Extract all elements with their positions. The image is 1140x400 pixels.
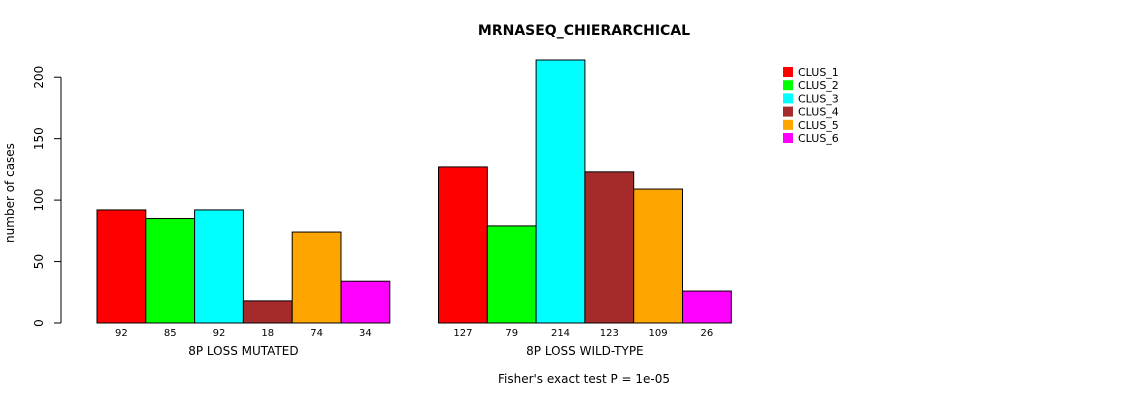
legend-swatch [783,106,793,117]
bar-clus-2-group-1 [145,218,196,324]
y-tick-label: 150 [32,127,46,150]
y-axis: 0 50 100 150 200 [32,66,62,327]
legend-swatch [783,119,793,130]
legend-label: CLUS_5 [798,119,839,132]
bar-value-label: 214 [551,328,570,339]
bar-clus-2-group-2 [486,225,537,324]
bar-clus-1-group-1 [96,209,147,324]
fisher-test-footnote: Fisher's exact test P = 1e-05 [498,372,670,386]
bar-value-label: 85 [164,328,177,339]
bar-value-label: 18 [261,328,274,339]
legend-swatch [783,67,793,77]
bar-clus-3-group-2 [535,59,586,324]
group-labels: 8P LOSS MUTATED 8P LOSS WILD-TYPE [188,344,643,358]
legend-label: CLUS_6 [798,132,839,145]
legend-swatch [783,133,793,143]
bar-value-label: 92 [115,328,128,339]
bar-clus-3-group-1 [194,209,244,324]
bar-clus-4-group-2 [584,171,635,324]
bar-value-label: 109 [649,328,668,339]
bar-clus-4-group-1 [242,300,293,324]
bar-value-label: 123 [600,328,619,339]
bar-value-label: 26 [701,328,714,339]
bar-clus-5-group-2 [633,188,684,324]
y-tick-label: 100 [32,189,46,212]
legend-label: CLUS_4 [798,106,839,119]
legend-swatch [783,93,793,104]
legend-label: CLUS_3 [798,92,839,105]
bar-clus-6-group-1 [340,280,391,324]
bar-value-label: 34 [359,328,372,339]
legend-label: CLUS_1 [798,66,839,79]
group-label: 8P LOSS WILD-TYPE [526,344,643,358]
y-tick-label: 50 [32,254,46,269]
bar-value-labels: 92 85 92 18 74 34 127 79 214 123 109 26 [115,328,713,339]
bar-clus-6-group-2 [682,290,732,324]
bar-clus-5-group-1 [291,231,342,324]
legend-label: CLUS_2 [798,79,839,92]
bar-value-label: 92 [213,328,226,339]
group-label: 8P LOSS MUTATED [188,344,298,358]
bar-clus-1-group-2 [438,166,488,324]
bars [96,59,732,324]
bar-value-label: 74 [310,328,323,339]
y-tick-label: 0 [32,319,46,327]
legend-swatch [783,80,793,91]
chart-title: MRNASEQ_CHIERARCHICAL [478,23,690,39]
bar-value-label: 79 [505,328,518,339]
y-axis-label: number of cases [3,143,17,243]
y-tick-label: 200 [32,66,46,89]
bar-value-label: 127 [453,328,472,339]
